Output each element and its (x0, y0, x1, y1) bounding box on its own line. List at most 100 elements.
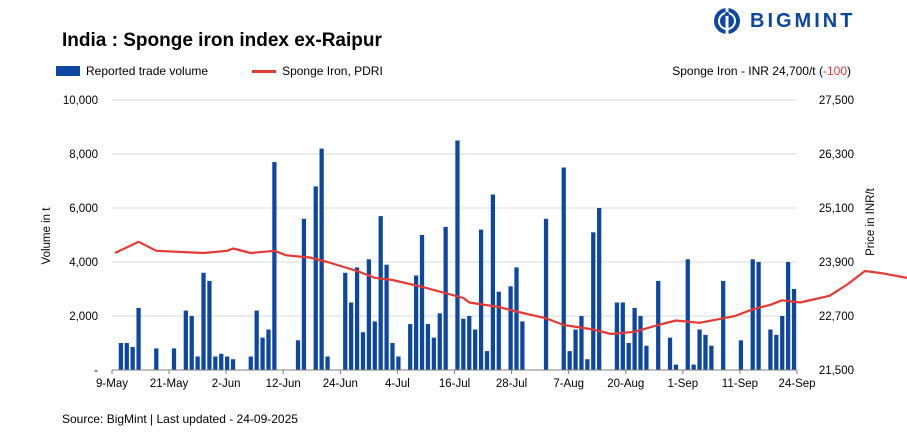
legend-item-price: Sponge Iron, PDRI (252, 64, 383, 78)
volume-bar (703, 334, 708, 370)
volume-bar (780, 316, 785, 370)
left-tick-label: - (94, 365, 98, 377)
left-tick-label: 10,000 (63, 95, 98, 107)
legend-label-price: Sponge Iron, PDRI (282, 64, 383, 78)
volume-bar (419, 235, 425, 370)
right-tick-label: 27,500 (819, 95, 854, 107)
volume-bar (390, 343, 395, 370)
volume-bar (514, 267, 519, 370)
volume-bar (295, 340, 301, 370)
left-tick-label: 6,000 (69, 203, 98, 215)
volume-bar (473, 329, 478, 370)
volume-bar (768, 329, 773, 370)
volume-bar (721, 280, 726, 370)
volume-bar (467, 316, 472, 370)
volume-bar (756, 262, 761, 370)
volume-bar (626, 343, 631, 370)
volume-bar (213, 356, 218, 370)
volume-bar (272, 162, 277, 370)
brand-logo: BIGMINT (712, 6, 855, 36)
volume-bar (183, 310, 188, 370)
volume-bar (349, 302, 354, 370)
volume-bar (372, 321, 377, 370)
price-note-suffix: ) (847, 64, 851, 78)
volume-bar (201, 272, 206, 370)
volume-bar (750, 259, 755, 370)
volume-bar (738, 340, 744, 370)
x-tick-label: 11-Sep (722, 378, 758, 390)
left-tick-label: 2,000 (69, 311, 98, 323)
volume-bar (408, 324, 413, 370)
volume-bar (597, 208, 602, 370)
volume-bar (455, 140, 460, 370)
volume-bar (136, 307, 141, 370)
y-axis-title-left: Volume in t (41, 207, 53, 265)
volume-bar (774, 334, 779, 370)
x-tick-label: 7-Aug (553, 378, 584, 390)
volume-bar (614, 302, 620, 370)
volume-bar (691, 364, 696, 370)
volume-bar (573, 329, 578, 370)
chart-legend: Reported trade volume Sponge Iron, PDRI (56, 64, 427, 78)
volume-bar (620, 302, 625, 370)
volume-bar (644, 345, 649, 370)
chart-title: India : Sponge iron index ex-Raipur (62, 30, 382, 51)
volume-bar (461, 318, 466, 370)
volume-bar (667, 337, 673, 370)
x-tick-label: 28-Jul (496, 378, 527, 390)
volume-bar (343, 272, 348, 370)
volume-bar (496, 291, 501, 370)
x-tick-label: 20-Aug (607, 378, 644, 390)
volume-bar (443, 226, 448, 370)
price-change: -100 (822, 64, 847, 78)
left-tick-label: 8,000 (69, 149, 98, 161)
legend-swatch-line (252, 69, 277, 73)
volume-bar (266, 329, 271, 370)
volume-bar (396, 356, 401, 370)
volume-bar (248, 356, 253, 370)
volume-bar (313, 186, 318, 370)
right-tick-label: 26,300 (819, 149, 854, 161)
right-tick-label: 23,900 (819, 257, 854, 269)
volume-bar (673, 364, 679, 370)
x-tick-label: 16-Jul (439, 378, 470, 390)
left-tick-label: 4,000 (69, 257, 98, 269)
x-tick-label: 9-May (96, 378, 128, 390)
volume-bar (124, 343, 129, 370)
volume-bar (189, 316, 194, 370)
volume-bar (543, 218, 549, 370)
x-tick-label: 12-Jun (266, 378, 301, 390)
volume-bar (685, 259, 690, 370)
volume-bar (301, 218, 307, 370)
volume-bar (431, 337, 436, 370)
x-tick-label: 24-Sep (778, 378, 815, 390)
volume-bar (638, 316, 643, 370)
volume-bar (230, 359, 236, 370)
volume-bar (130, 347, 135, 370)
volume-bars (118, 140, 797, 370)
legend-swatch-bar (56, 66, 80, 76)
volume-bar (360, 332, 366, 370)
volume-bar (425, 324, 431, 370)
volume-bar (171, 348, 177, 370)
volume-bar (437, 313, 442, 370)
volume-bar (591, 232, 596, 370)
volume-bar (561, 167, 566, 370)
volume-bar (195, 356, 200, 370)
right-tick-label: 22,700 (819, 311, 854, 323)
left-axis-ticks: - 2,000 4,000 6,000 8,000 10,000 (63, 95, 98, 377)
legend-label-volume: Reported trade volume (86, 64, 209, 78)
price-note-prefix: Sponge Iron - INR 24,700/t ( (672, 64, 823, 78)
volume-bar (225, 356, 230, 370)
source-note: Source: BigMint | Last updated - 24-09-2… (62, 412, 298, 426)
bigmint-globe-icon (714, 8, 740, 34)
price-note: Sponge Iron - INR 24,700/t (-100) (672, 64, 851, 78)
price-line (114, 240, 907, 336)
volume-bar (490, 194, 496, 370)
volume-bar (484, 351, 490, 370)
volume-bar (319, 148, 324, 370)
volume-bar (254, 310, 259, 370)
volume-bar (384, 264, 389, 370)
volume-bar (709, 345, 714, 370)
brand-name: BIGMINT (750, 9, 856, 32)
